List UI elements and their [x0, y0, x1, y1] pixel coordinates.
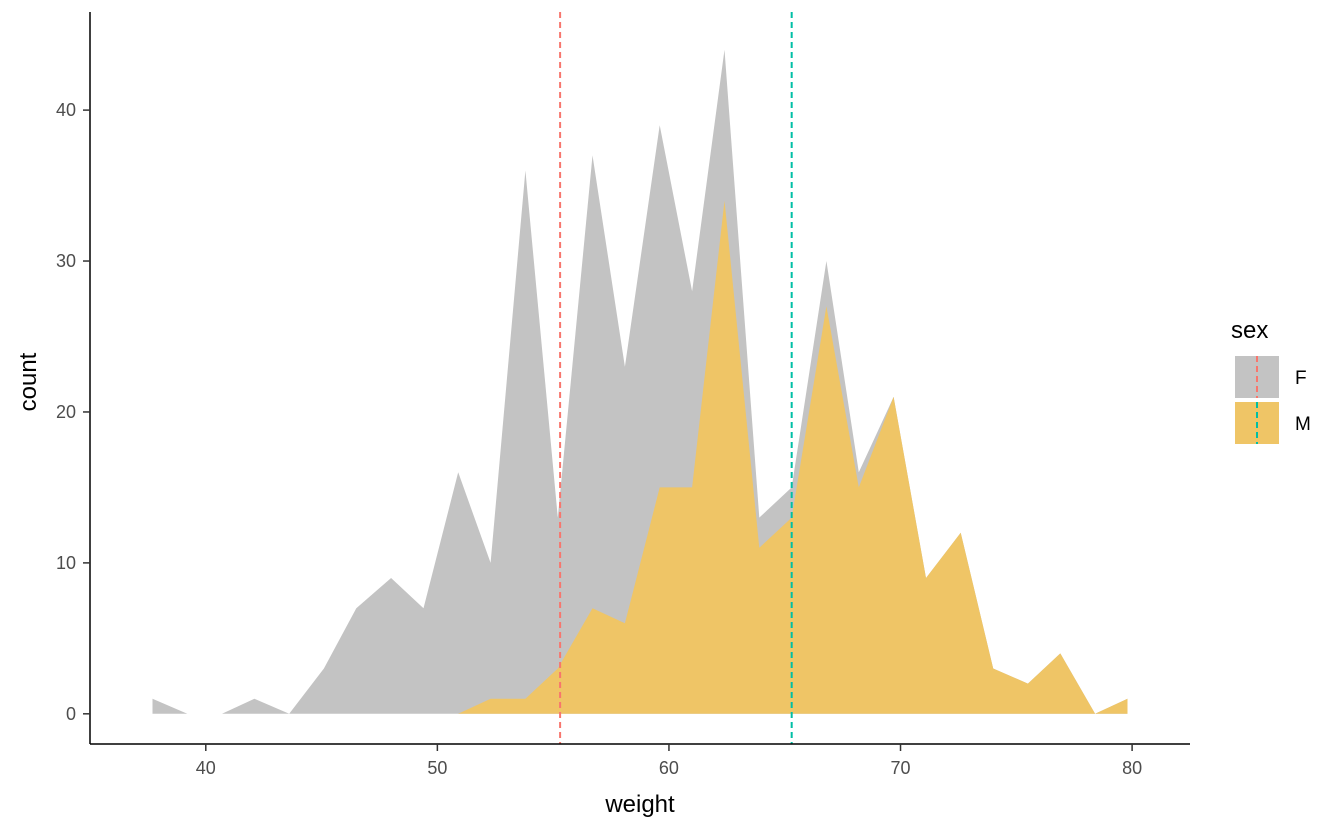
y-tick-label: 30 — [56, 251, 76, 271]
y-tick-label: 0 — [66, 704, 76, 724]
x-tick-label: 40 — [196, 758, 216, 778]
legend-label-m: M — [1295, 414, 1311, 435]
area-series-m — [152, 200, 1128, 714]
y-tick-label: 20 — [56, 402, 76, 422]
chart-axes: 40 50 60 70 80 0 10 20 30 40 — [56, 12, 1190, 778]
x-tick-label: 80 — [1122, 758, 1142, 778]
chart-marks — [152, 12, 1128, 744]
x-axis-title: weight — [604, 791, 675, 818]
x-tick-label: 50 — [427, 758, 447, 778]
legend: sex F M — [1231, 317, 1311, 444]
y-axis-title: count — [15, 352, 42, 411]
x-tick-label: 60 — [659, 758, 679, 778]
y-tick-label: 10 — [56, 553, 76, 573]
x-tick-label: 70 — [891, 758, 911, 778]
legend-title: sex — [1231, 317, 1268, 344]
legend-label-f: F — [1295, 368, 1307, 389]
y-tick-label: 40 — [56, 100, 76, 120]
